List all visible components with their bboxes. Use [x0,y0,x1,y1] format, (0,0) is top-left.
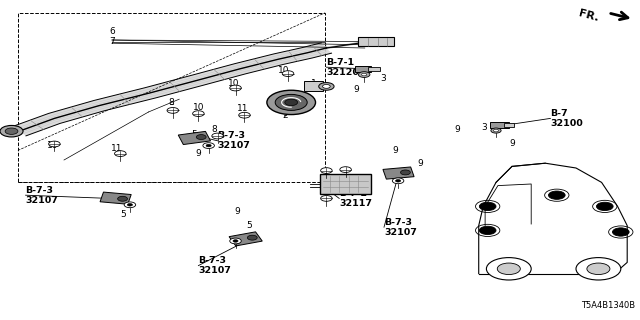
Circle shape [491,128,501,133]
Circle shape [275,94,307,110]
Circle shape [340,167,351,172]
Bar [18,13,325,182]
Circle shape [196,135,206,140]
Text: 9: 9 [196,149,201,158]
Text: 10: 10 [228,79,239,88]
Circle shape [321,196,332,201]
Circle shape [612,228,629,236]
Text: B-7-2
32117: B-7-2 32117 [339,189,372,208]
Text: B-7-3
32107: B-7-3 32107 [384,218,417,236]
Polygon shape [179,132,211,145]
Text: 3: 3 [481,124,486,132]
Circle shape [193,111,204,116]
Polygon shape [383,167,414,179]
Circle shape [239,112,250,118]
Text: 10: 10 [47,141,58,150]
Circle shape [49,141,60,147]
Bar [368,67,380,71]
Circle shape [479,226,496,235]
Circle shape [230,85,241,91]
Circle shape [321,168,332,173]
Circle shape [486,258,531,280]
Text: 11: 11 [111,144,123,153]
Text: T5A4B1340B: T5A4B1340B [580,301,635,310]
Text: 9: 9 [283,109,288,118]
Text: 10: 10 [193,103,204,112]
Circle shape [323,84,330,88]
Circle shape [167,108,179,113]
Circle shape [267,90,316,115]
Text: 9: 9 [392,146,397,155]
Circle shape [285,99,298,106]
Circle shape [396,180,401,182]
Text: 10: 10 [278,66,289,75]
Circle shape [118,196,127,201]
Text: B-7
32100: B-7 32100 [550,109,583,128]
Circle shape [596,202,613,211]
Polygon shape [229,232,262,246]
Bar [355,66,371,72]
Circle shape [206,144,211,147]
Circle shape [358,72,370,77]
Circle shape [203,143,214,148]
Text: B-7-3
32107: B-7-3 32107 [198,256,231,275]
Circle shape [392,178,404,184]
Text: 9: 9 [418,159,423,168]
Text: B-7-1
32120: B-7-1 32120 [326,58,359,76]
Bar [304,81,323,91]
Circle shape [127,204,132,206]
Text: 8: 8 [212,125,217,134]
Circle shape [115,151,126,156]
Circle shape [362,73,367,76]
Text: B-7-3
32107: B-7-3 32107 [218,132,250,150]
Circle shape [212,133,223,139]
Circle shape [587,263,610,275]
Bar [320,174,371,194]
Circle shape [548,191,565,199]
Text: 7: 7 [109,37,115,46]
Circle shape [497,263,520,275]
Circle shape [124,202,136,208]
Text: FR.: FR. [578,9,600,23]
Text: 5: 5 [191,130,196,139]
Circle shape [0,125,23,137]
Text: 4: 4 [337,175,342,184]
Text: 3: 3 [380,74,385,83]
Circle shape [493,129,499,132]
Circle shape [5,128,18,134]
Text: 8: 8 [169,98,174,107]
Text: 11: 11 [237,104,249,113]
Polygon shape [100,192,131,204]
Bar [504,123,514,127]
Text: 9: 9 [353,85,358,94]
Text: 1: 1 [311,79,316,88]
Circle shape [401,170,410,175]
Circle shape [282,71,294,76]
Circle shape [319,83,334,90]
Text: 9: 9 [509,140,515,148]
Circle shape [230,238,241,244]
Text: 5: 5 [247,221,252,230]
Text: 5: 5 [121,210,126,219]
Text: 9: 9 [234,207,239,216]
Circle shape [233,240,238,242]
Bar [358,37,394,46]
Circle shape [248,235,257,240]
Text: 2: 2 [282,111,287,120]
Text: 6: 6 [109,28,115,36]
Text: B-7-3
32107: B-7-3 32107 [26,186,58,204]
Circle shape [479,202,496,211]
Bar [490,122,509,128]
PathPatch shape [12,43,332,136]
Circle shape [576,258,621,280]
Text: 9: 9 [455,125,460,134]
